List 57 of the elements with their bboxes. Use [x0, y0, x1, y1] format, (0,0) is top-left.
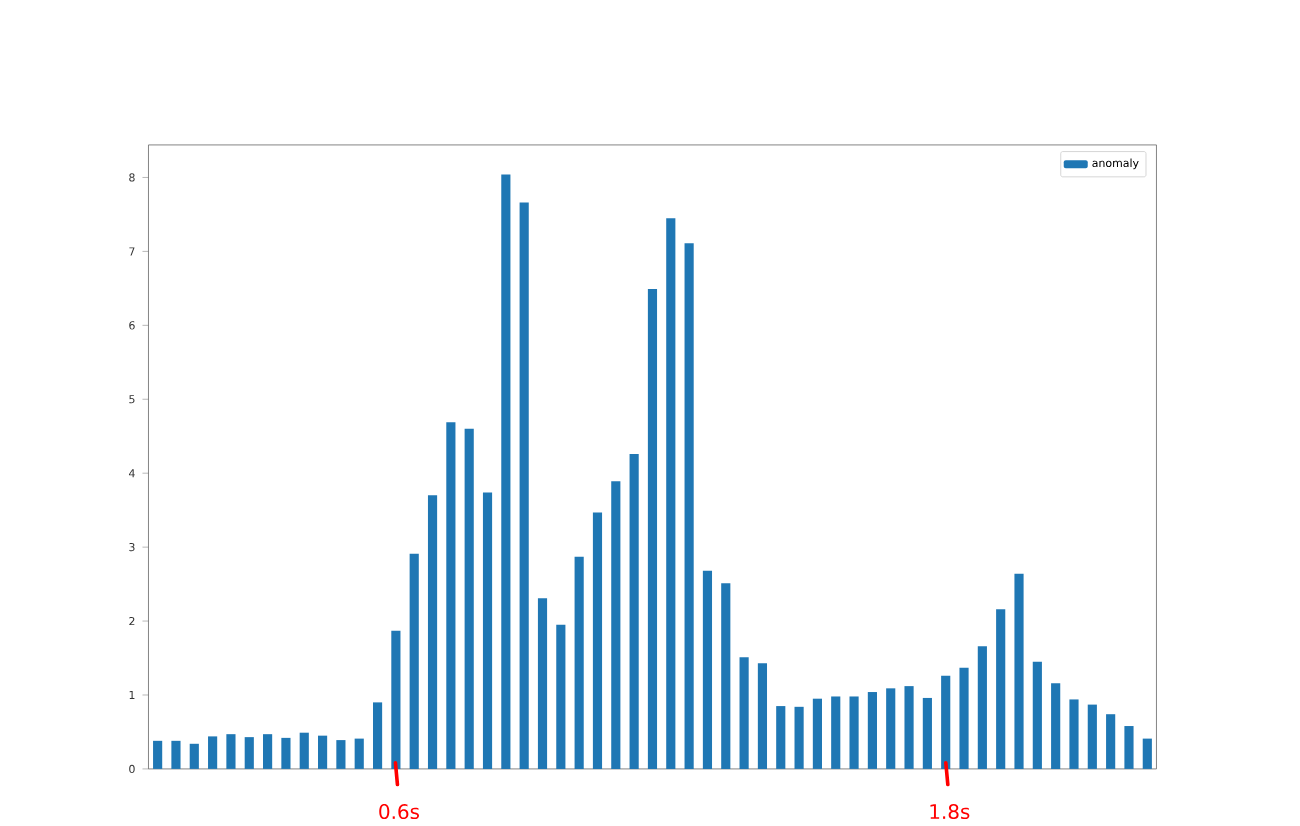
bar [354, 738, 364, 770]
bar [867, 692, 877, 770]
bar [372, 702, 383, 770]
bar [171, 740, 181, 770]
bar [501, 174, 511, 770]
bar [482, 492, 493, 770]
bar [684, 243, 694, 770]
bar [263, 734, 273, 770]
bar [812, 698, 822, 770]
bar [244, 737, 254, 770]
bar [1032, 661, 1042, 770]
bar [1087, 704, 1097, 770]
bar [647, 289, 658, 770]
bar [702, 570, 713, 770]
bar [849, 696, 859, 770]
bar [153, 740, 163, 770]
bar [1014, 573, 1024, 770]
bar [629, 454, 639, 770]
bar [721, 583, 731, 770]
text: 0.6s [379, 804, 420, 820]
bar [831, 696, 841, 770]
bar [977, 646, 987, 770]
bar [409, 553, 419, 770]
bar [574, 556, 584, 770]
bar [611, 481, 621, 770]
bar [208, 736, 218, 770]
bar [537, 598, 548, 770]
bar [189, 743, 199, 770]
bar [959, 667, 969, 770]
bar [464, 428, 474, 770]
text: 1.8s [930, 804, 970, 820]
bar [1106, 714, 1116, 770]
bar [886, 688, 896, 770]
bar [226, 734, 236, 770]
bar [922, 698, 932, 770]
bar [336, 740, 346, 770]
bar [1124, 726, 1134, 770]
bar [739, 657, 749, 770]
bar [941, 675, 951, 770]
bar [446, 422, 456, 770]
bar [1069, 699, 1079, 770]
bar [996, 609, 1006, 770]
bar [556, 624, 566, 770]
bar [427, 495, 438, 770]
bar [666, 218, 676, 770]
bar [299, 732, 309, 770]
bar [318, 735, 328, 770]
bar [904, 686, 914, 770]
bar [794, 706, 804, 770]
bar [757, 663, 768, 770]
bar [391, 630, 401, 770]
bar [281, 738, 291, 770]
bar [1051, 683, 1061, 770]
bar [519, 202, 529, 770]
bar [1142, 738, 1152, 770]
bar [776, 706, 786, 770]
bar [592, 512, 603, 770]
